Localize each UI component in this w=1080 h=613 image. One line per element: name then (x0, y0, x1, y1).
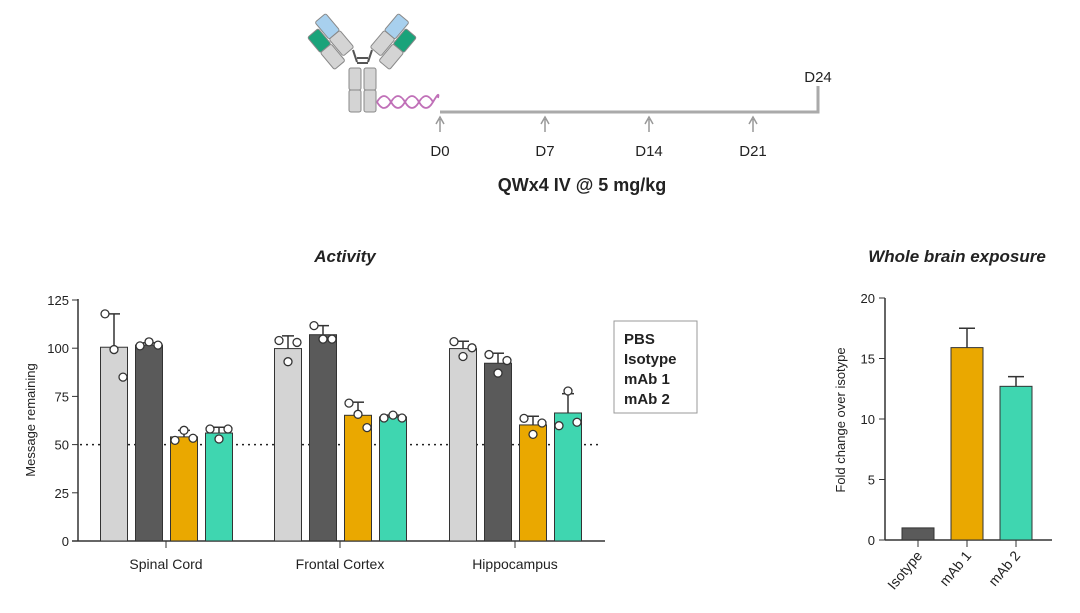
y-tick-label: 125 (47, 293, 69, 308)
data-point (528, 429, 538, 440)
bar (999, 385, 1033, 541)
timepoint-label: D14 (635, 143, 663, 160)
legend: PBS Isotype mAb 1 mAb 2 (613, 320, 698, 414)
dose-arrow-icon (748, 115, 758, 132)
data-point (144, 337, 154, 347)
bar (554, 412, 582, 542)
x-tick-label: mAb 2 (985, 547, 1023, 588)
data-point (519, 413, 529, 424)
timepoint-label: D21 (739, 143, 767, 160)
bar (135, 344, 163, 542)
activity-ylabel: Message remaining (23, 363, 38, 476)
data-point (223, 424, 233, 434)
y-tick-label: 10 (861, 412, 875, 427)
data-point (388, 410, 398, 420)
bar (484, 362, 512, 542)
activity-title: Activity (313, 247, 377, 266)
bar (950, 347, 984, 541)
data-point (397, 413, 407, 423)
data-point (318, 334, 328, 344)
data-point (502, 355, 512, 366)
data-point (458, 351, 468, 362)
data-point (572, 417, 582, 427)
data-point (563, 386, 573, 396)
legend-entry: mAb 2 (624, 391, 670, 408)
data-point (467, 343, 477, 353)
bar (274, 348, 302, 542)
legend-entry: Isotype (624, 351, 677, 368)
dose-arrow-icon (644, 115, 654, 132)
data-point (484, 349, 494, 360)
data-point (493, 368, 503, 378)
bar (901, 527, 935, 541)
bar (344, 414, 372, 542)
data-point (353, 409, 363, 419)
bar (379, 416, 407, 542)
y-tick-label: 20 (861, 291, 875, 306)
data-point (362, 422, 372, 433)
bar (170, 436, 198, 542)
data-point (344, 398, 354, 408)
bar (519, 424, 547, 542)
data-point (205, 424, 215, 434)
bar (449, 348, 477, 542)
bar (309, 334, 337, 542)
y-tick-label: 75 (55, 389, 69, 404)
data-point (109, 344, 119, 355)
data-point (283, 357, 293, 367)
bar (205, 432, 233, 542)
y-tick-label: 25 (55, 486, 69, 501)
dose-arrow-icon (540, 115, 550, 132)
data-point (327, 334, 337, 344)
legend-entry: mAb 1 (624, 371, 670, 388)
data-point (309, 320, 319, 331)
data-point (135, 341, 145, 351)
y-tick-label: 50 (55, 438, 69, 453)
x-tick-label: Spinal Cord (129, 556, 202, 572)
y-tick-label: 5 (868, 473, 875, 488)
x-tick-label: Frontal Cortex (296, 556, 385, 572)
data-point (537, 418, 547, 428)
dose-arrow-icon (435, 115, 445, 132)
exposure-ylabel: Fold change over isotype (833, 347, 848, 492)
data-point (170, 435, 180, 446)
y-tick-label: 15 (861, 352, 875, 367)
data-point (554, 421, 564, 431)
y-tick-label: 0 (62, 534, 69, 549)
data-point (118, 372, 128, 382)
y-tick-label: 100 (47, 341, 69, 356)
exposure-title: Whole brain exposure (868, 247, 1046, 266)
x-tick-label: Hippocampus (472, 556, 558, 572)
timeline-line (440, 86, 820, 114)
data-point (379, 413, 389, 423)
data-point (274, 335, 284, 346)
x-tick-label: Isotype (884, 547, 925, 592)
timepoint-label: D0 (430, 143, 449, 160)
y-tick-label: 0 (868, 533, 875, 548)
timeline-end-label: D24 (804, 69, 832, 86)
dosing-label: QWx4 IV @ 5 mg/kg (498, 175, 667, 195)
data-point (100, 309, 110, 319)
timepoint-label: D7 (535, 143, 554, 160)
data-point (153, 340, 163, 350)
data-point (179, 425, 189, 435)
antibody-oligo-conjugate-icon (307, 13, 440, 113)
data-point (188, 433, 198, 443)
data-point (214, 434, 224, 444)
legend-entry: PBS (624, 331, 655, 348)
data-point (449, 336, 459, 347)
x-tick-label: mAb 1 (936, 547, 974, 588)
data-point (292, 337, 302, 348)
